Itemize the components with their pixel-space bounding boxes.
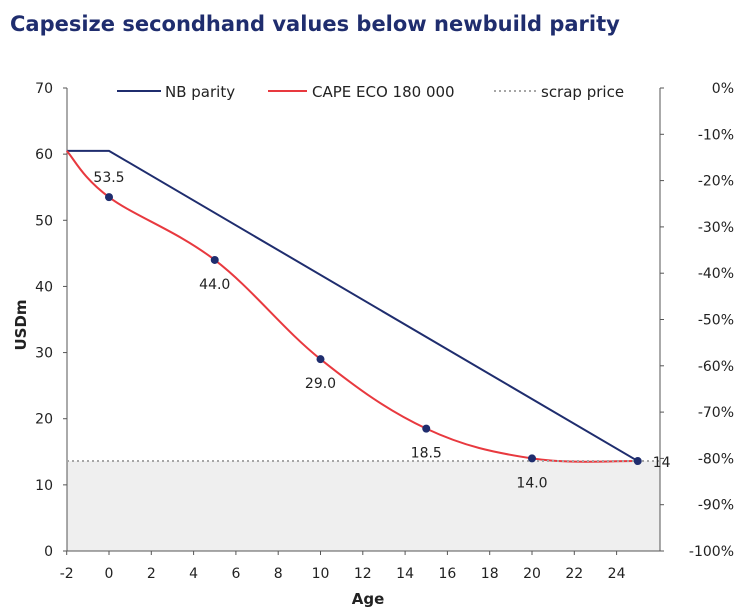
x-tick-label: 0: [105, 566, 114, 582]
x-tick-label: 16: [438, 566, 456, 582]
data-point-marker: [422, 424, 431, 433]
series-line-cape-eco-180-000: [65, 150, 638, 463]
series-line-nb-parity: [66, 149, 639, 462]
data-point-marker: [633, 457, 642, 466]
x-tick-label: 6: [231, 566, 240, 582]
x-tick-label: 12: [354, 566, 372, 582]
y2-tick-label: 0%: [712, 81, 734, 97]
legend-label: NB parity: [165, 83, 235, 101]
x-tick-label: 2: [147, 566, 156, 582]
data-point-marker: [105, 193, 113, 202]
x-tick-label: 20: [523, 566, 541, 582]
x-tick-label: -2: [60, 566, 74, 582]
x-tick-label: 10: [312, 566, 330, 582]
data-label: 53.5: [93, 170, 124, 186]
y2-tick-label: -10%: [698, 127, 734, 143]
y-tick-label: 40: [35, 279, 53, 295]
y-tick-label: 10: [35, 478, 53, 494]
y-tick-label: 50: [35, 213, 53, 229]
x-tick-label: 24: [608, 566, 626, 582]
y2-tick-label: -20%: [698, 174, 734, 190]
x-tick-label: 4: [189, 566, 198, 582]
y2-tick-label: -80%: [698, 451, 734, 467]
y-axis-title: USDm: [12, 299, 30, 350]
y-tick-label: 0: [44, 544, 53, 560]
y2-tick-label: -90%: [698, 498, 734, 514]
y2-tick-label: -70%: [698, 405, 734, 421]
y-tick-label: 70: [35, 81, 53, 97]
y-tick-label: 60: [35, 147, 53, 163]
x-tick-label: 14: [396, 566, 414, 582]
legend-label: CAPE ECO 180 000: [312, 83, 455, 101]
y2-tick-label: -100%: [689, 544, 734, 560]
y2-tick-label: -30%: [698, 220, 734, 236]
data-label: 29.0: [305, 376, 336, 392]
x-tick-label: 18: [481, 566, 499, 582]
x-tick-label: 8: [274, 566, 283, 582]
data-point-marker: [528, 454, 536, 463]
y2-tick-label: -60%: [698, 359, 734, 375]
y2-tick-label: -40%: [698, 266, 734, 282]
data-point-marker: [210, 255, 219, 264]
y-tick-label: 30: [35, 346, 53, 362]
data-label: 44.0: [199, 277, 230, 293]
data-label: 14.0: [516, 475, 547, 491]
data-label: 18.5: [411, 446, 442, 462]
y2-tick-label: -50%: [698, 313, 734, 329]
scrap-zone-shading: [67, 461, 660, 551]
y-tick-label: 20: [35, 412, 53, 428]
x-axis-title: Age: [352, 590, 385, 608]
data-label: 14: [653, 455, 671, 471]
chart-title: Capesize secondhand values below newbuil…: [10, 12, 620, 36]
legend-label: scrap price: [541, 83, 624, 101]
x-tick-label: 22: [565, 566, 583, 582]
data-point-marker: [316, 355, 325, 364]
